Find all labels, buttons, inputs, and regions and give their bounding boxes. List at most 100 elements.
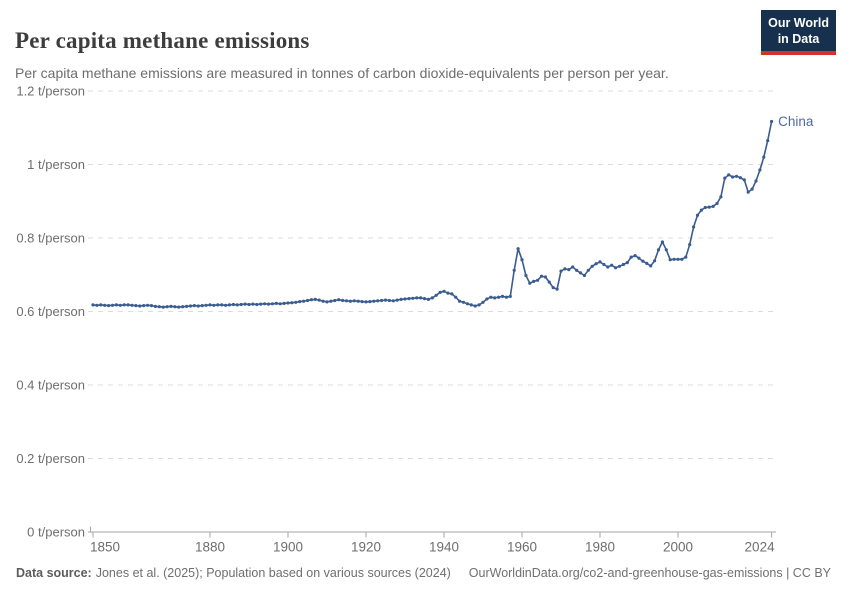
data-point-dot[interactable] — [220, 303, 224, 307]
data-point-dot[interactable] — [364, 300, 368, 304]
data-point-dot[interactable] — [309, 298, 313, 302]
data-point-dot[interactable] — [649, 264, 653, 268]
data-point-dot[interactable] — [185, 304, 189, 308]
data-point-dot[interactable] — [118, 303, 122, 307]
data-point-dot[interactable] — [387, 298, 391, 303]
data-point-dot[interactable] — [766, 139, 770, 143]
data-point-dot[interactable] — [731, 175, 735, 179]
data-point-dot[interactable] — [512, 268, 516, 272]
data-point-dot[interactable] — [122, 303, 126, 307]
data-point-dot[interactable] — [594, 262, 598, 266]
data-point-dot[interactable] — [504, 295, 508, 299]
data-point-dot[interactable] — [153, 304, 157, 308]
license-link[interactable]: OurWorldinData.org/co2-and-greenhouse-ga… — [468, 566, 831, 580]
data-point-dot[interactable] — [703, 205, 707, 210]
data-point-dot[interactable] — [227, 303, 232, 307]
data-point-dot[interactable] — [645, 261, 649, 265]
data-point-dot[interactable] — [734, 174, 739, 178]
data-point-dot[interactable] — [481, 300, 485, 304]
data-point-dot[interactable] — [454, 295, 458, 299]
data-point-dot[interactable] — [305, 298, 310, 303]
data-point-dot[interactable] — [625, 261, 629, 265]
data-point-dot[interactable] — [688, 243, 692, 247]
data-point-dot[interactable] — [99, 303, 103, 307]
data-point-dot[interactable] — [711, 204, 715, 208]
data-point-dot[interactable] — [469, 303, 473, 307]
data-point-dot[interactable] — [344, 299, 349, 303]
data-point-dot[interactable] — [707, 205, 711, 209]
data-point-dot[interactable] — [633, 254, 637, 258]
data-point-dot[interactable] — [563, 267, 567, 271]
data-point-dot[interactable] — [383, 298, 388, 302]
data-point-dot[interactable] — [629, 255, 633, 259]
data-point-dot[interactable] — [181, 305, 185, 309]
data-point-dot[interactable] — [758, 168, 762, 172]
data-point-dot[interactable] — [571, 265, 575, 269]
data-point-dot[interactable] — [251, 302, 255, 306]
data-point-dot[interactable] — [149, 304, 154, 308]
data-point-dot[interactable] — [461, 300, 466, 304]
data-point-dot[interactable] — [672, 257, 676, 261]
data-point-dot[interactable] — [196, 304, 200, 308]
data-point-dot[interactable] — [348, 299, 352, 303]
data-point-dot[interactable] — [274, 301, 278, 305]
data-point-dot[interactable] — [177, 305, 181, 309]
data-point-dot[interactable] — [598, 260, 602, 264]
data-point-dot[interactable] — [637, 256, 641, 260]
data-point-dot[interactable] — [266, 302, 271, 306]
data-point-dot[interactable] — [294, 300, 298, 304]
data-point-dot[interactable] — [325, 300, 329, 304]
data-point-dot[interactable] — [356, 299, 360, 303]
data-point-dot[interactable] — [103, 303, 107, 307]
data-point-dot[interactable] — [621, 262, 626, 267]
data-point-dot[interactable] — [477, 303, 481, 307]
data-point-dot[interactable] — [614, 266, 618, 270]
data-point-dot[interactable] — [114, 303, 118, 307]
data-point-dot[interactable] — [676, 257, 680, 261]
data-point-dot[interactable] — [695, 213, 700, 217]
data-point-dot[interactable] — [107, 304, 111, 308]
data-point-dot[interactable] — [520, 258, 524, 262]
data-point-dot[interactable] — [317, 298, 321, 302]
data-point-dot[interactable] — [446, 291, 450, 295]
data-point-dot[interactable] — [329, 299, 333, 303]
data-point-dot[interactable] — [489, 295, 493, 299]
data-point-dot[interactable] — [157, 305, 161, 309]
data-point-dot[interactable] — [169, 304, 173, 308]
data-point-dot[interactable] — [337, 298, 341, 302]
data-point-dot[interactable] — [188, 304, 193, 308]
data-point-dot[interactable] — [403, 297, 407, 301]
data-point-dot[interactable] — [653, 259, 657, 263]
data-point-dot[interactable] — [360, 300, 364, 304]
data-point-dot[interactable] — [641, 259, 645, 263]
data-point-dot[interactable] — [224, 303, 228, 307]
data-point-dot[interactable] — [664, 248, 668, 252]
data-point-dot[interactable] — [567, 268, 571, 272]
emissions-line[interactable] — [92, 120, 773, 308]
data-point-dot[interactable] — [282, 301, 286, 305]
data-point-dot[interactable] — [450, 292, 454, 296]
data-point-dot[interactable] — [395, 298, 399, 302]
data-point-dot[interactable] — [524, 273, 528, 278]
data-point-dot[interactable] — [465, 302, 469, 306]
data-point-dot[interactable] — [602, 262, 606, 267]
data-point-dot[interactable] — [255, 302, 259, 307]
data-point-dot[interactable] — [216, 303, 220, 307]
data-point-dot[interactable] — [723, 176, 727, 180]
data-point-dot[interactable] — [575, 268, 579, 272]
data-point-dot[interactable] — [680, 257, 684, 261]
data-point-dot[interactable] — [290, 301, 294, 305]
data-point-dot[interactable] — [263, 302, 267, 306]
data-point-dot[interactable] — [376, 299, 380, 303]
data-point-dot[interactable] — [130, 303, 134, 307]
data-point-dot[interactable] — [719, 195, 723, 199]
data-point-dot[interactable] — [126, 303, 130, 307]
data-point-dot[interactable] — [422, 297, 427, 301]
data-point-dot[interactable] — [231, 302, 235, 307]
data-point-dot[interactable] — [165, 305, 169, 309]
data-point-dot[interactable] — [259, 302, 263, 306]
data-point-dot[interactable] — [411, 296, 415, 300]
data-point-dot[interactable] — [146, 303, 150, 307]
data-point-dot[interactable] — [391, 299, 395, 303]
data-point-dot[interactable] — [692, 225, 696, 229]
